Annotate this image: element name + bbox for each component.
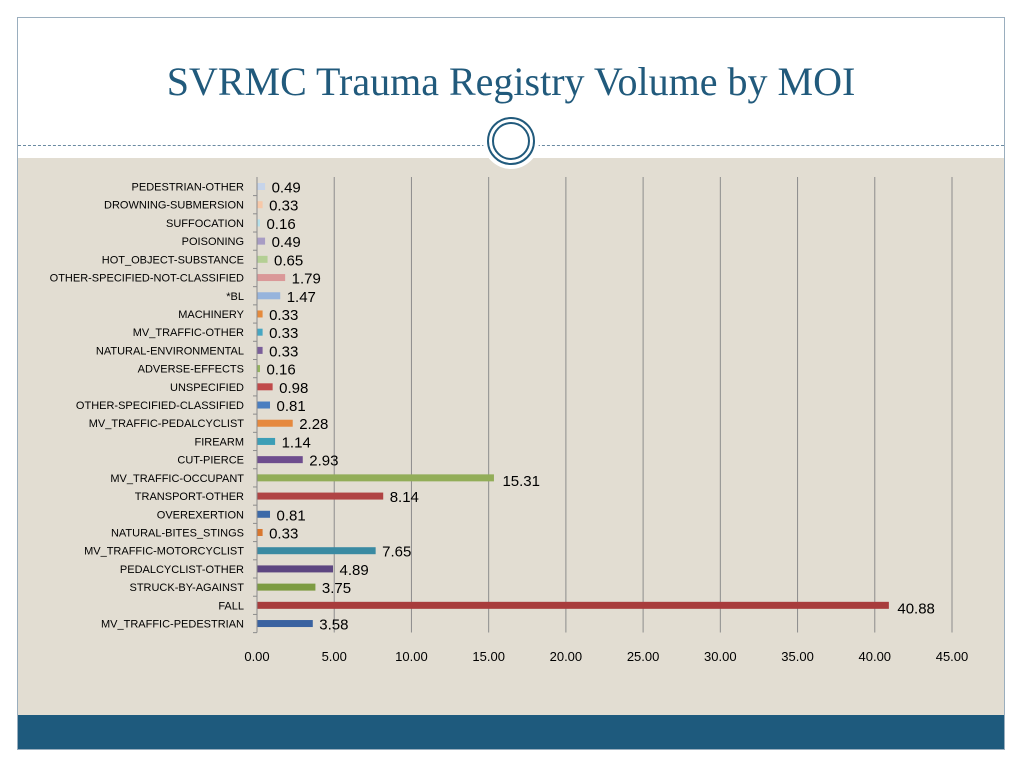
- data-label: 0.33: [269, 525, 298, 542]
- data-label: 0.81: [277, 507, 306, 524]
- bar: [257, 492, 384, 500]
- data-label: 0.33: [269, 198, 298, 215]
- x-tick-label: 10.00: [395, 649, 428, 664]
- bar: [257, 365, 260, 373]
- x-tick-label: 35.00: [781, 649, 814, 664]
- bar: [257, 401, 271, 409]
- data-label: 0.81: [277, 398, 306, 415]
- bar: [257, 456, 303, 464]
- circle-ornament-icon: [483, 113, 539, 169]
- bar: [257, 201, 263, 209]
- data-label: 0.33: [269, 343, 298, 360]
- data-label: 0.16: [266, 362, 295, 379]
- data-label: 0.65: [274, 252, 303, 269]
- x-tick-label: 5.00: [322, 649, 347, 664]
- category-label: FIREARM: [195, 436, 245, 448]
- bar: [257, 528, 263, 536]
- data-label: 1.79: [292, 271, 321, 288]
- bar: [257, 474, 494, 482]
- category-label: MV_TRAFFIC-MOTORCYCLIST: [84, 546, 244, 558]
- data-label: 0.98: [279, 380, 308, 397]
- category-label: POISONING: [182, 236, 244, 248]
- category-label: OTHER-SPECIFIED-CLASSIFIED: [76, 400, 244, 412]
- bar: [257, 292, 281, 300]
- category-label: MV_TRAFFIC-OCCUPANT: [110, 473, 244, 485]
- data-label: 0.49: [272, 234, 301, 251]
- bar: [257, 255, 268, 263]
- bar: [257, 620, 313, 628]
- data-label: 40.88: [897, 600, 935, 617]
- category-label: HOT_OBJECT-SUBSTANCE: [102, 254, 244, 266]
- category-label: CUT-PIERCE: [177, 455, 244, 467]
- data-label: 1.47: [287, 289, 316, 306]
- x-tick-label: 20.00: [550, 649, 583, 664]
- category-label: TRANSPORT-OTHER: [135, 491, 244, 503]
- bar: [257, 583, 316, 591]
- data-label: 1.14: [282, 434, 311, 451]
- bar: [257, 383, 273, 391]
- x-tick-label: 45.00: [936, 649, 969, 664]
- category-label: PEDESTRIAN-OTHER: [132, 182, 245, 194]
- outer-ring-icon: [487, 117, 535, 165]
- category-label: NATURAL-ENVIRONMENTAL: [96, 345, 244, 357]
- category-label: FALL: [218, 600, 244, 612]
- category-label: SUFFOCATION: [166, 218, 244, 230]
- bar: [257, 328, 263, 336]
- x-tick-label: 0.00: [244, 649, 269, 664]
- category-label: UNSPECIFIED: [170, 382, 244, 394]
- category-label: ADVERSE-EFFECTS: [138, 364, 244, 376]
- data-label: 0.16: [266, 216, 295, 233]
- category-label: PEDALCYCLIST-OTHER: [120, 564, 244, 576]
- data-label: 3.75: [322, 580, 351, 597]
- data-label: 7.65: [382, 544, 411, 561]
- data-label: 0.49: [272, 180, 301, 197]
- bar: [257, 183, 266, 190]
- bar: [257, 419, 293, 427]
- content-panel: [18, 158, 1004, 715]
- x-tick-label: 25.00: [627, 649, 660, 664]
- bar: [257, 601, 889, 609]
- bar: [257, 565, 334, 573]
- bar: [257, 547, 376, 555]
- data-label: 0.33: [269, 307, 298, 324]
- bar: [257, 310, 263, 318]
- bar: [257, 437, 276, 445]
- slide-frame: SVRMC Trauma Registry Volume by MOI: [17, 17, 1005, 750]
- data-label: 2.28: [299, 416, 328, 433]
- data-label: 15.31: [502, 473, 540, 490]
- bar: [257, 346, 263, 354]
- x-tick-label: 40.00: [859, 649, 892, 664]
- category-label: NATURAL-BITES_STINGS: [111, 527, 244, 539]
- data-label: 3.58: [319, 617, 348, 634]
- category-label: MV_TRAFFIC-PEDALCYCLIST: [89, 418, 245, 430]
- data-label: 0.33: [269, 325, 298, 342]
- data-label: 2.93: [309, 453, 338, 470]
- inner-ring-icon: [492, 122, 530, 160]
- footer-bar: [18, 715, 1004, 749]
- category-label: OVEREXERTION: [157, 509, 244, 521]
- page-title: SVRMC Trauma Registry Volume by MOI: [166, 59, 856, 104]
- category-label: STRUCK-BY-AGAINST: [129, 582, 244, 594]
- category-label: MACHINERY: [178, 309, 244, 321]
- category-label: MV_TRAFFIC-OTHER: [133, 327, 244, 339]
- bar: [257, 219, 260, 227]
- category-label: DROWNING-SUBMERSION: [104, 200, 244, 212]
- bar: [257, 237, 266, 245]
- bar: [257, 274, 286, 282]
- bar: [257, 510, 271, 518]
- x-tick-label: 15.00: [472, 649, 505, 664]
- category-label: MV_TRAFFIC-PEDESTRIAN: [101, 619, 244, 631]
- category-label: *BL: [226, 291, 244, 303]
- data-label: 8.14: [390, 489, 419, 506]
- category-label: OTHER-SPECIFIED-NOT-CLASSIFIED: [50, 273, 244, 285]
- data-label: 4.89: [340, 562, 369, 579]
- x-tick-label: 30.00: [704, 649, 737, 664]
